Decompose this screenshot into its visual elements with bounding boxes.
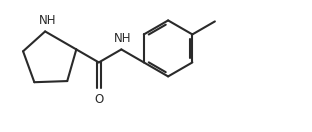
Text: NH: NH xyxy=(38,14,56,27)
Text: NH: NH xyxy=(114,32,131,45)
Text: O: O xyxy=(94,93,104,106)
